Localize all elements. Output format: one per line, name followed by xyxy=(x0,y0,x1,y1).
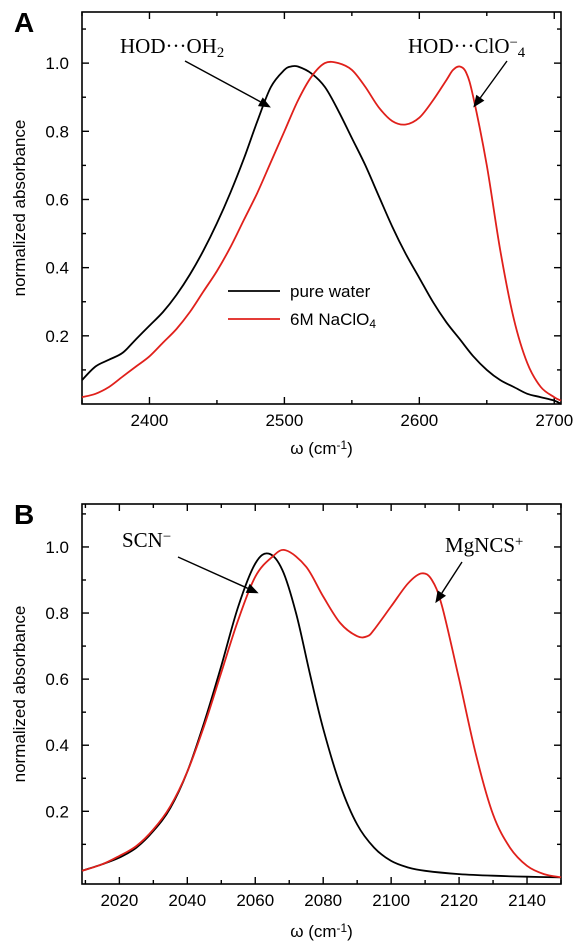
y-tick-label: 0.8 xyxy=(45,604,69,623)
annotation-arrow-shaft xyxy=(479,60,508,99)
x-axis-label-part: ) xyxy=(347,922,353,941)
series-line xyxy=(81,552,562,879)
annotation-label: HOD···ClO−4 xyxy=(408,34,526,61)
y-tick-label: 0.4 xyxy=(45,736,69,755)
y-axis-label: normalized absorbance xyxy=(10,120,29,297)
series-line xyxy=(81,549,562,879)
annotation-label-part: 2 xyxy=(217,45,224,61)
annotation-label-part: − xyxy=(509,35,517,51)
y-tick-label: 1.0 xyxy=(45,538,69,557)
annotation-label-part: − xyxy=(163,529,171,545)
series-group-a xyxy=(81,60,562,405)
annotation-arrow-head xyxy=(257,97,271,108)
x-tick-label: 2060 xyxy=(236,891,274,910)
x-axis-label-part: -1 xyxy=(337,921,348,935)
annotation-label-part: 4 xyxy=(518,45,526,61)
panel-b: B 2020 2040 2060 2080 2100 2120 2140 0.2 0.4 0.6 0… xyxy=(10,499,562,941)
annotation-arrow-head xyxy=(435,590,447,604)
annotation-arrow-head xyxy=(245,583,259,594)
annotation-arrow-shaft xyxy=(441,561,463,594)
legend-label: pure water xyxy=(290,282,371,301)
x-axis-label-part: -1 xyxy=(337,438,348,452)
y-tick-label: 1.0 xyxy=(45,54,69,73)
y-axis-label: normalized absorbance xyxy=(10,606,29,783)
x-tick-label: 2100 xyxy=(372,891,410,910)
panel-letter-a: A xyxy=(14,7,34,38)
annotation-arrow-shaft xyxy=(177,556,248,589)
annotation-label-part: MgNCS xyxy=(445,533,515,557)
annotation-label-part: HOD···OH xyxy=(120,34,217,58)
x-tick-label: 2400 xyxy=(131,411,169,430)
legend-label-part: 6M NaClO xyxy=(290,310,369,329)
legend-label-part: 4 xyxy=(369,317,376,331)
plot-frame xyxy=(81,11,562,405)
annotation-label: SCN− xyxy=(122,528,171,552)
x-tick-label: 2040 xyxy=(168,891,206,910)
x-axis-label-part: ω (cm xyxy=(290,439,336,458)
y-tick-label: 0.4 xyxy=(45,259,69,278)
series-group-b xyxy=(81,549,562,879)
legend-a: pure water 6M NaClO4 xyxy=(228,282,376,331)
axes-a: 2400 2500 2600 2700 0.2 0.4 0.6 0.8 1.0 ω (cm-1) n… xyxy=(10,11,573,458)
x-tick-label: 2700 xyxy=(535,411,573,430)
x-axis-label-part: ) xyxy=(347,439,353,458)
y-tick-label: 0.8 xyxy=(45,122,69,141)
x-axis-label: ω (cm-1) xyxy=(290,438,353,458)
series-line xyxy=(81,64,562,405)
legend-label: 6M NaClO4 xyxy=(290,310,376,331)
annotation-arrow-head xyxy=(473,94,485,108)
y-tick-label: 0.6 xyxy=(45,670,69,689)
annotation-label: MgNCS+ xyxy=(445,533,523,557)
x-tick-label: 2080 xyxy=(304,891,342,910)
x-tick-label: 2500 xyxy=(265,411,303,430)
x-tick-label: 2120 xyxy=(440,891,478,910)
annotations-a: HOD···OH2 HOD···ClO−4 xyxy=(120,34,526,108)
annotation-label: HOD···OH2 xyxy=(120,34,224,61)
panel-letter-b: B xyxy=(14,499,34,530)
panel-a: A 2400 2500 2600 2700 0.2 0.4 0.6 0.8 1.0 ω (cm-1… xyxy=(10,7,573,458)
x-axis-label-part: ω (cm xyxy=(290,922,336,941)
series-line xyxy=(81,60,562,402)
axes-b: 2020 2040 2060 2080 2100 2120 2140 0.2 0.4 0.6 0.8… xyxy=(10,503,562,941)
y-tick-label: 0.2 xyxy=(45,327,69,346)
x-tick-label: 2020 xyxy=(100,891,138,910)
legend-label-part: pure water xyxy=(290,282,371,301)
annotation-label-part: + xyxy=(515,534,523,550)
x-axis-label: ω (cm-1) xyxy=(290,921,353,941)
annotation-label-part: SCN xyxy=(122,528,163,552)
y-tick-label: 0.2 xyxy=(45,802,69,821)
x-tick-label: 2140 xyxy=(508,891,546,910)
y-tick-label: 0.6 xyxy=(45,190,69,209)
plot-frame xyxy=(81,503,562,885)
annotation-arrow-shaft xyxy=(184,60,261,103)
x-tick-label: 2600 xyxy=(400,411,438,430)
annotations-b: SCN− MgNCS+ xyxy=(122,528,523,604)
annotation-label-part: HOD···ClO xyxy=(408,34,509,58)
